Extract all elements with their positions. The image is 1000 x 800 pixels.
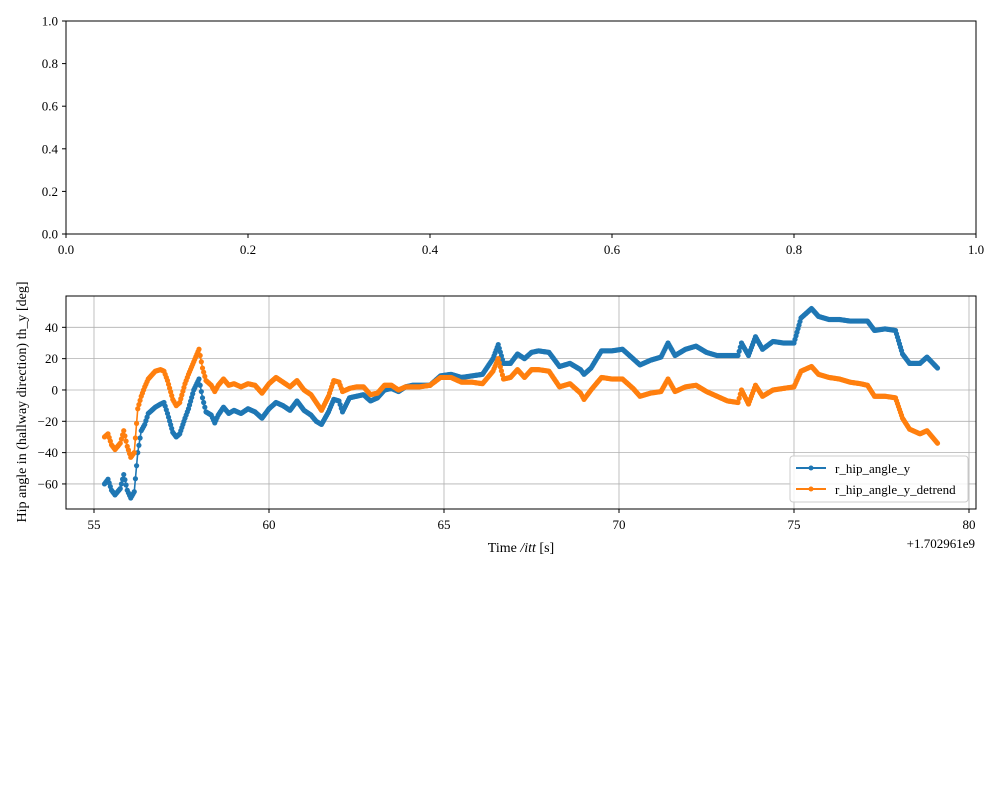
data-point	[118, 481, 125, 487]
data-point	[199, 365, 206, 371]
data-point	[121, 428, 127, 434]
top-y-tick-label: 0.2	[42, 184, 58, 199]
data-point	[196, 376, 202, 382]
data-point	[498, 368, 504, 374]
data-point	[735, 352, 741, 359]
top-x-tick-label: 1.0	[968, 242, 984, 257]
legend-label-r-hip-angle-y: r_hip_angle_y	[835, 461, 911, 476]
data-point	[118, 436, 125, 442]
data-point	[117, 440, 123, 446]
data-point	[201, 399, 207, 406]
plot-area	[101, 305, 941, 501]
x-tick-label: 60	[263, 517, 276, 532]
top-x-tick-label: 0.2	[240, 242, 256, 257]
y-axis-label: Hip angle in (hallway direction) th_y [d…	[15, 281, 30, 522]
top-x-tick-label: 0.8	[786, 242, 802, 257]
top-y-tick-label: 1.0	[42, 14, 58, 29]
data-point	[497, 364, 503, 370]
data-point	[136, 401, 142, 408]
top-x-tick-label: 0.4	[422, 242, 439, 257]
y-tick-label: −40	[38, 445, 58, 460]
top-y-tick-label: 0.6	[42, 99, 59, 114]
top-x-tick-label: 0.0	[58, 242, 74, 257]
x-tick-label: 55	[88, 517, 101, 532]
data-point	[199, 395, 206, 401]
top-y-tick-label: 0.4	[42, 141, 59, 156]
x-tick-label: 70	[613, 517, 626, 532]
y-tick-label: −60	[38, 476, 58, 491]
data-point	[136, 442, 142, 448]
data-point	[133, 463, 140, 469]
data-point	[122, 433, 128, 439]
y-tick-label: 20	[45, 351, 58, 366]
data-point	[131, 489, 137, 495]
legend: r_hip_angle_y r_hip_angle_y_detrend	[789, 455, 969, 503]
top-empty-axes: 0.0 0.2 0.4 0.6 0.8 1.0 0.0 0.2 0.4 0.6 0.8 1.0	[42, 14, 984, 258]
legend-marker-r-hip-angle-y	[808, 465, 814, 471]
y-tick-label: −20	[38, 414, 58, 429]
data-point	[736, 348, 742, 354]
top-y-tick-label: 0.8	[42, 56, 58, 71]
data-point	[117, 486, 123, 492]
hip-angle-axes: 55 60 65 70 75 80 −60 −40 −20 0 20 40 Time /itt [s]…	[15, 281, 977, 556]
data-point	[132, 435, 139, 441]
data-point	[201, 369, 207, 375]
legend-marker-r-hip-angle-y-detrend	[808, 486, 814, 492]
data-point	[202, 404, 208, 410]
x-tick-label: 80	[963, 517, 976, 532]
data-point	[499, 372, 506, 378]
series-r_hip_angle_y_detrend	[101, 346, 941, 460]
x-tick-label: 65	[438, 517, 451, 532]
data-point	[133, 420, 140, 426]
data-point	[131, 450, 137, 456]
top-axes-frame	[65, 20, 977, 235]
data-point	[137, 397, 143, 404]
data-point	[198, 359, 204, 365]
data-point	[202, 373, 208, 379]
data-point	[735, 399, 741, 406]
data-point	[934, 365, 941, 371]
top-x-tick-label: 0.6	[604, 242, 621, 257]
data-point	[196, 346, 202, 352]
y-tick-label: 0	[52, 382, 59, 397]
data-point	[121, 471, 127, 478]
bottom-axes-frame	[65, 295, 977, 510]
y-tick-label: 40	[45, 320, 58, 335]
top-y-tick-label: 0.0	[42, 227, 58, 242]
data-point	[122, 477, 128, 483]
data-point	[198, 388, 204, 395]
data-point	[132, 476, 139, 482]
data-point	[495, 356, 501, 362]
x-offset-label: +1.702961e9	[907, 536, 975, 551]
x-tick-label: 75	[788, 517, 801, 532]
data-point	[135, 406, 141, 412]
legend-frame	[789, 455, 969, 503]
data-point	[197, 352, 203, 359]
data-point	[137, 435, 143, 441]
data-point	[736, 395, 742, 401]
data-point	[934, 440, 941, 446]
series-r_hip_angle_y	[101, 305, 941, 501]
data-point	[123, 482, 129, 488]
x-axis-label: Time /itt [s]	[488, 541, 554, 556]
data-point	[197, 382, 203, 388]
data-point	[123, 438, 129, 444]
legend-label-r-hip-angle-y-detrend: r_hip_angle_y_detrend	[835, 482, 956, 497]
data-point	[496, 360, 502, 366]
